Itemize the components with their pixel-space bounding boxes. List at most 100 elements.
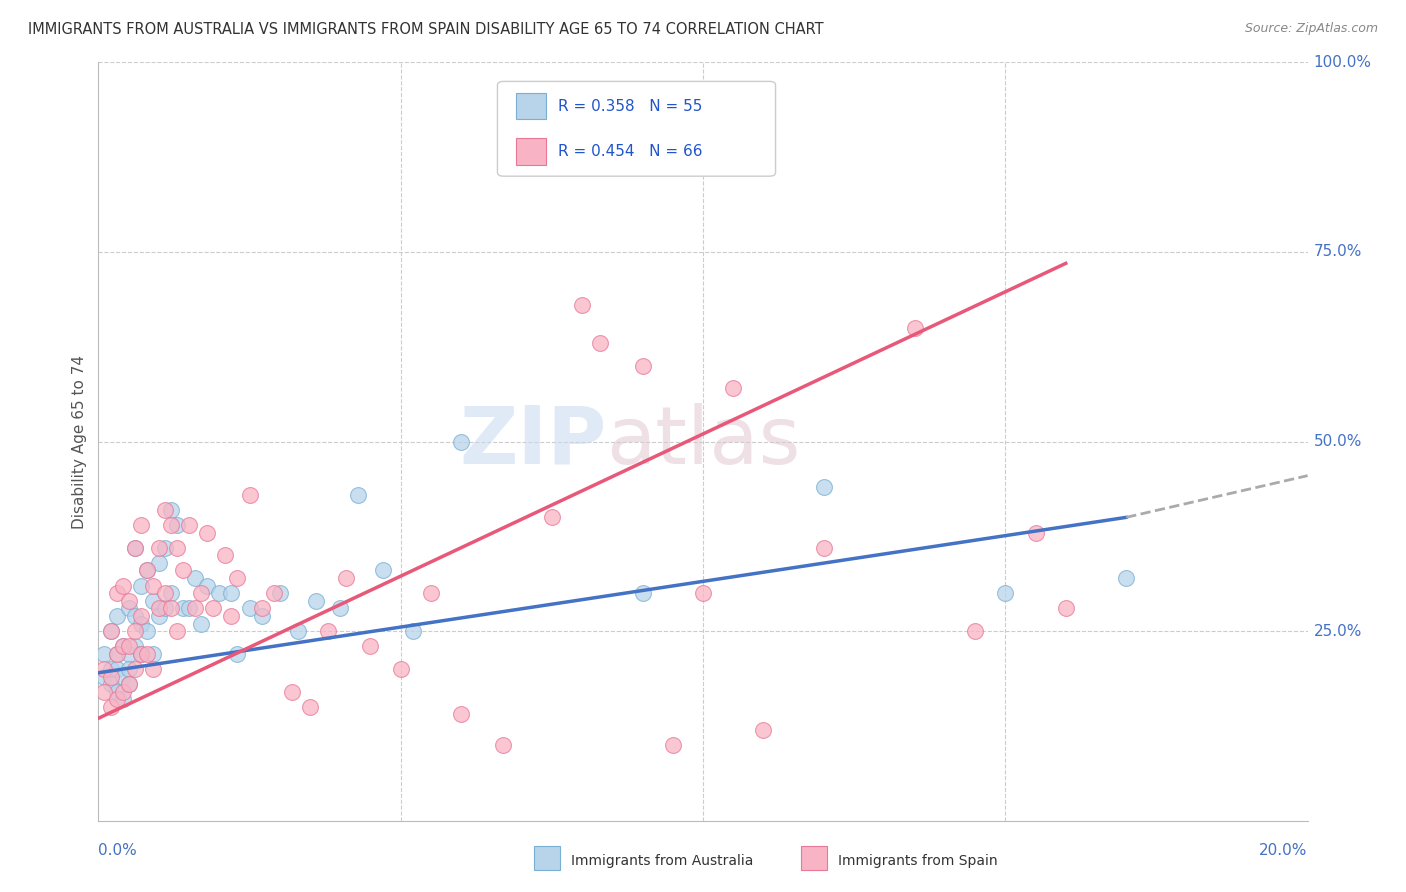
Text: Immigrants from Spain: Immigrants from Spain [838, 854, 998, 868]
Point [250, 601, 273, 615]
Point [692, 586, 714, 600]
Point [153, 541, 176, 555]
Point [105, 608, 128, 623]
Point [389, 662, 412, 676]
Point [160, 517, 183, 532]
Point [93, 647, 115, 661]
Point [1115, 571, 1137, 585]
Point [105, 692, 128, 706]
Point [184, 571, 207, 585]
Point [129, 647, 152, 661]
Point [299, 699, 322, 714]
Point [148, 601, 170, 615]
Point [965, 624, 987, 639]
Point [100, 677, 122, 691]
Point [118, 677, 141, 691]
Point [148, 556, 170, 570]
Point [450, 434, 472, 449]
Point [118, 662, 141, 676]
Point [661, 738, 683, 752]
Point [111, 692, 134, 706]
Point [142, 662, 165, 676]
Text: 20.0%: 20.0% [1260, 844, 1308, 858]
Point [221, 586, 243, 600]
Point [450, 707, 472, 722]
Text: 50.0%: 50.0% [1313, 434, 1362, 449]
Text: ZIP: ZIP [458, 402, 606, 481]
Point [202, 601, 225, 615]
Point [723, 382, 745, 396]
Point [148, 608, 170, 623]
Point [263, 586, 285, 600]
Point [111, 639, 134, 653]
Point [195, 525, 218, 540]
Text: atlas: atlas [606, 402, 800, 481]
Text: Source: ZipAtlas.com: Source: ZipAtlas.com [1244, 22, 1378, 36]
Point [166, 541, 188, 555]
Point [93, 685, 115, 699]
Point [160, 503, 183, 517]
Point [129, 647, 152, 661]
Point [100, 624, 122, 639]
Point [239, 601, 262, 615]
Point [631, 586, 654, 600]
Point [492, 738, 515, 752]
Point [305, 594, 328, 608]
Point [105, 586, 128, 600]
Point [371, 564, 394, 578]
Point [142, 594, 165, 608]
Point [269, 586, 291, 600]
Point [124, 541, 146, 555]
Point [100, 699, 122, 714]
Point [179, 601, 201, 615]
Point [1024, 525, 1046, 540]
Point [226, 647, 249, 661]
Text: 100.0%: 100.0% [1313, 55, 1372, 70]
Point [135, 564, 157, 578]
Point [179, 517, 201, 532]
Point [111, 639, 134, 653]
Point [93, 669, 115, 683]
Point [118, 639, 141, 653]
Point [402, 624, 425, 639]
Point [105, 662, 128, 676]
Text: 0.0%: 0.0% [98, 844, 138, 858]
Point [148, 541, 170, 555]
Point [571, 298, 593, 312]
Point [994, 586, 1017, 600]
Point [124, 624, 146, 639]
Bar [516, 138, 546, 165]
Point [329, 601, 352, 615]
Point [226, 571, 249, 585]
Point [124, 662, 146, 676]
Point [129, 608, 152, 623]
Point [105, 647, 128, 661]
Point [124, 639, 146, 653]
Point [100, 624, 122, 639]
Point [129, 579, 152, 593]
Point [172, 601, 194, 615]
Text: 25.0%: 25.0% [1313, 624, 1362, 639]
FancyBboxPatch shape [498, 81, 776, 177]
Point [124, 541, 146, 555]
Point [208, 586, 231, 600]
Point [166, 624, 188, 639]
Bar [516, 93, 546, 120]
Point [360, 639, 382, 653]
Text: 75.0%: 75.0% [1313, 244, 1362, 260]
Point [129, 517, 152, 532]
Point [347, 487, 370, 501]
Point [105, 647, 128, 661]
Point [160, 586, 183, 600]
Point [540, 510, 562, 524]
Point [105, 685, 128, 699]
Point [589, 335, 612, 350]
Text: IMMIGRANTS FROM AUSTRALIA VS IMMIGRANTS FROM SPAIN DISABILITY AGE 65 TO 74 CORRE: IMMIGRANTS FROM AUSTRALIA VS IMMIGRANTS … [28, 22, 824, 37]
Point [190, 616, 212, 631]
Point [135, 647, 157, 661]
Point [281, 685, 304, 699]
Point [124, 608, 146, 623]
Point [118, 601, 141, 615]
Point [135, 624, 157, 639]
Text: R = 0.358   N = 55: R = 0.358 N = 55 [558, 98, 702, 113]
